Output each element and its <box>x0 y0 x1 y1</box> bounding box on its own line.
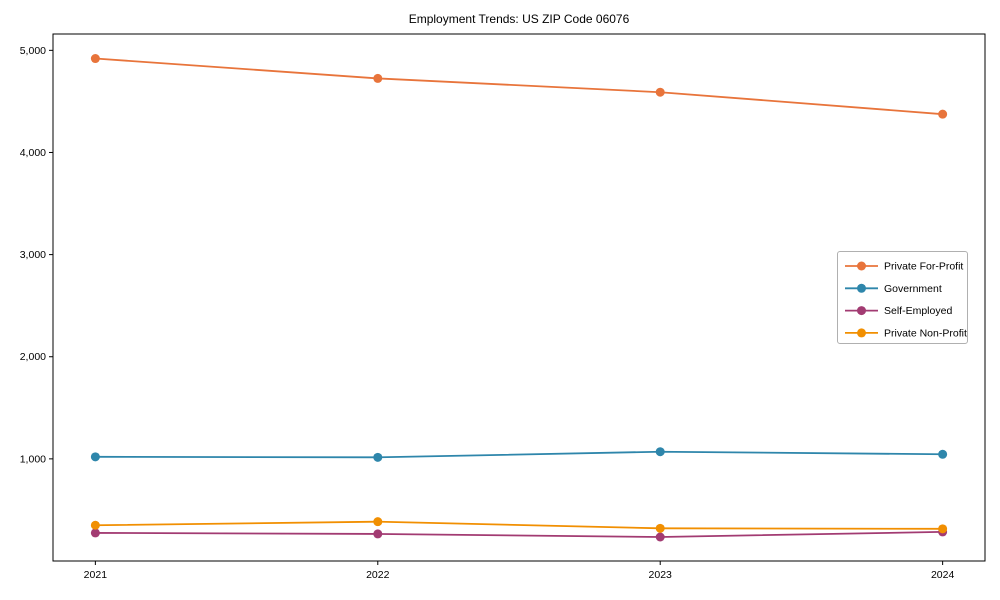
data-point-government-2021 <box>90 452 100 462</box>
y-tick-label: 2,000 <box>20 351 46 363</box>
legend-label: Private For-Profit <box>884 261 963 273</box>
data-point-government-2023 <box>655 447 665 457</box>
y-tick-label: 4,000 <box>20 147 46 159</box>
data-point-self-employed-2023 <box>655 532 665 542</box>
legend-label: Private Non-Profit <box>884 327 967 339</box>
legend-item-self-employed: Self-Employed <box>845 305 952 317</box>
legend-marker-icon <box>857 283 866 293</box>
legend-item-private-for-profit: Private For-Profit <box>845 261 963 273</box>
legend-label: Self-Employed <box>884 305 952 317</box>
data-point-self-employed-2022 <box>373 529 383 539</box>
data-point-government-2022 <box>373 452 383 462</box>
series-line-government <box>95 450 943 459</box>
legend: Private For-Profit Government Self-Employe… <box>837 251 968 344</box>
data-point-private-for-profit-2022 <box>373 73 383 83</box>
data-point-private-for-profit-2024 <box>938 109 948 119</box>
data-point-self-employed-2021 <box>90 528 100 538</box>
x-tick-label: 2022 <box>366 569 390 581</box>
x-tick-label: 2024 <box>931 569 955 581</box>
plot-border <box>52 33 986 562</box>
legend-label: Government <box>884 283 942 295</box>
data-point-private-non-profit-2023 <box>655 523 665 533</box>
legend-box <box>837 251 968 344</box>
data-point-private-non-profit-2024 <box>938 524 948 534</box>
legend-marker-icon <box>857 261 866 271</box>
legend-marker-icon <box>857 328 866 338</box>
series-line-private-non-profit <box>95 520 943 530</box>
series-line-self-employed <box>95 530 943 538</box>
series-line-private-for-profit <box>95 57 943 116</box>
data-point-private-for-profit-2023 <box>655 87 665 97</box>
y-tick-label: 5,000 <box>20 45 46 57</box>
x-tick-label: 2021 <box>84 569 108 581</box>
y-tick-label: 3,000 <box>20 249 46 261</box>
legend-item-government: Government <box>845 283 942 295</box>
data-point-private-for-profit-2021 <box>90 54 100 64</box>
data-point-private-non-profit-2021 <box>90 520 100 530</box>
legend-item-private-non-profit: Private Non-Profit <box>845 327 967 339</box>
legend-marker-icon <box>857 306 866 316</box>
x-tick-label: 2023 <box>649 569 673 581</box>
data-point-private-non-profit-2022 <box>373 517 383 527</box>
chart-title: Employment Trends: US ZIP Code 06076 <box>409 12 630 26</box>
data-point-government-2024 <box>938 449 948 459</box>
y-tick-label: 1,000 <box>20 453 46 465</box>
